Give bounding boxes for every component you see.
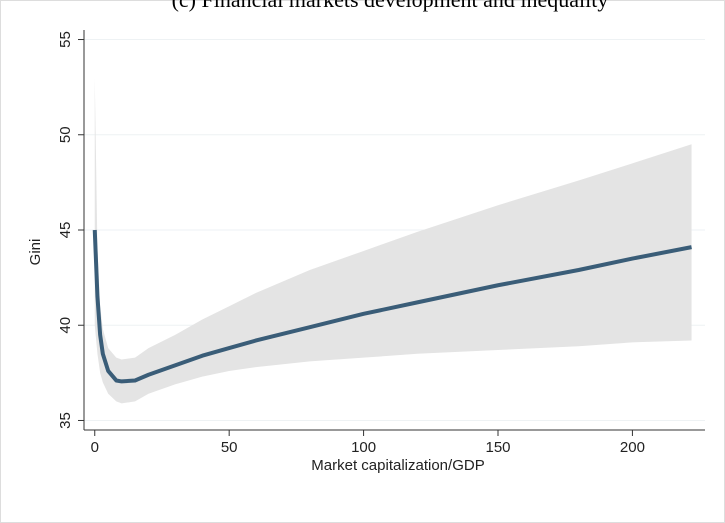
y-tick-label: 55: [57, 31, 74, 48]
chart-title: (c) Financial markets development and in…: [172, 0, 609, 12]
y-tick-label: 35: [57, 412, 74, 429]
y-tick-label: 50: [57, 126, 74, 143]
y-tick-label: 45: [57, 222, 74, 239]
x-tick-label: 0: [91, 439, 99, 456]
x-tick-label: 100: [351, 439, 376, 456]
x-tick-label: 200: [620, 439, 645, 456]
confidence-band: [94, 77, 692, 404]
fitted-line: [92, 229, 692, 384]
x-tick-label: 150: [485, 439, 510, 456]
x-axis-label: Market capitalization/GDP: [311, 457, 484, 474]
y-axis-label: Gini: [27, 239, 44, 266]
y-tick-label: 40: [57, 317, 74, 334]
x-tick-label: 50: [221, 439, 238, 456]
